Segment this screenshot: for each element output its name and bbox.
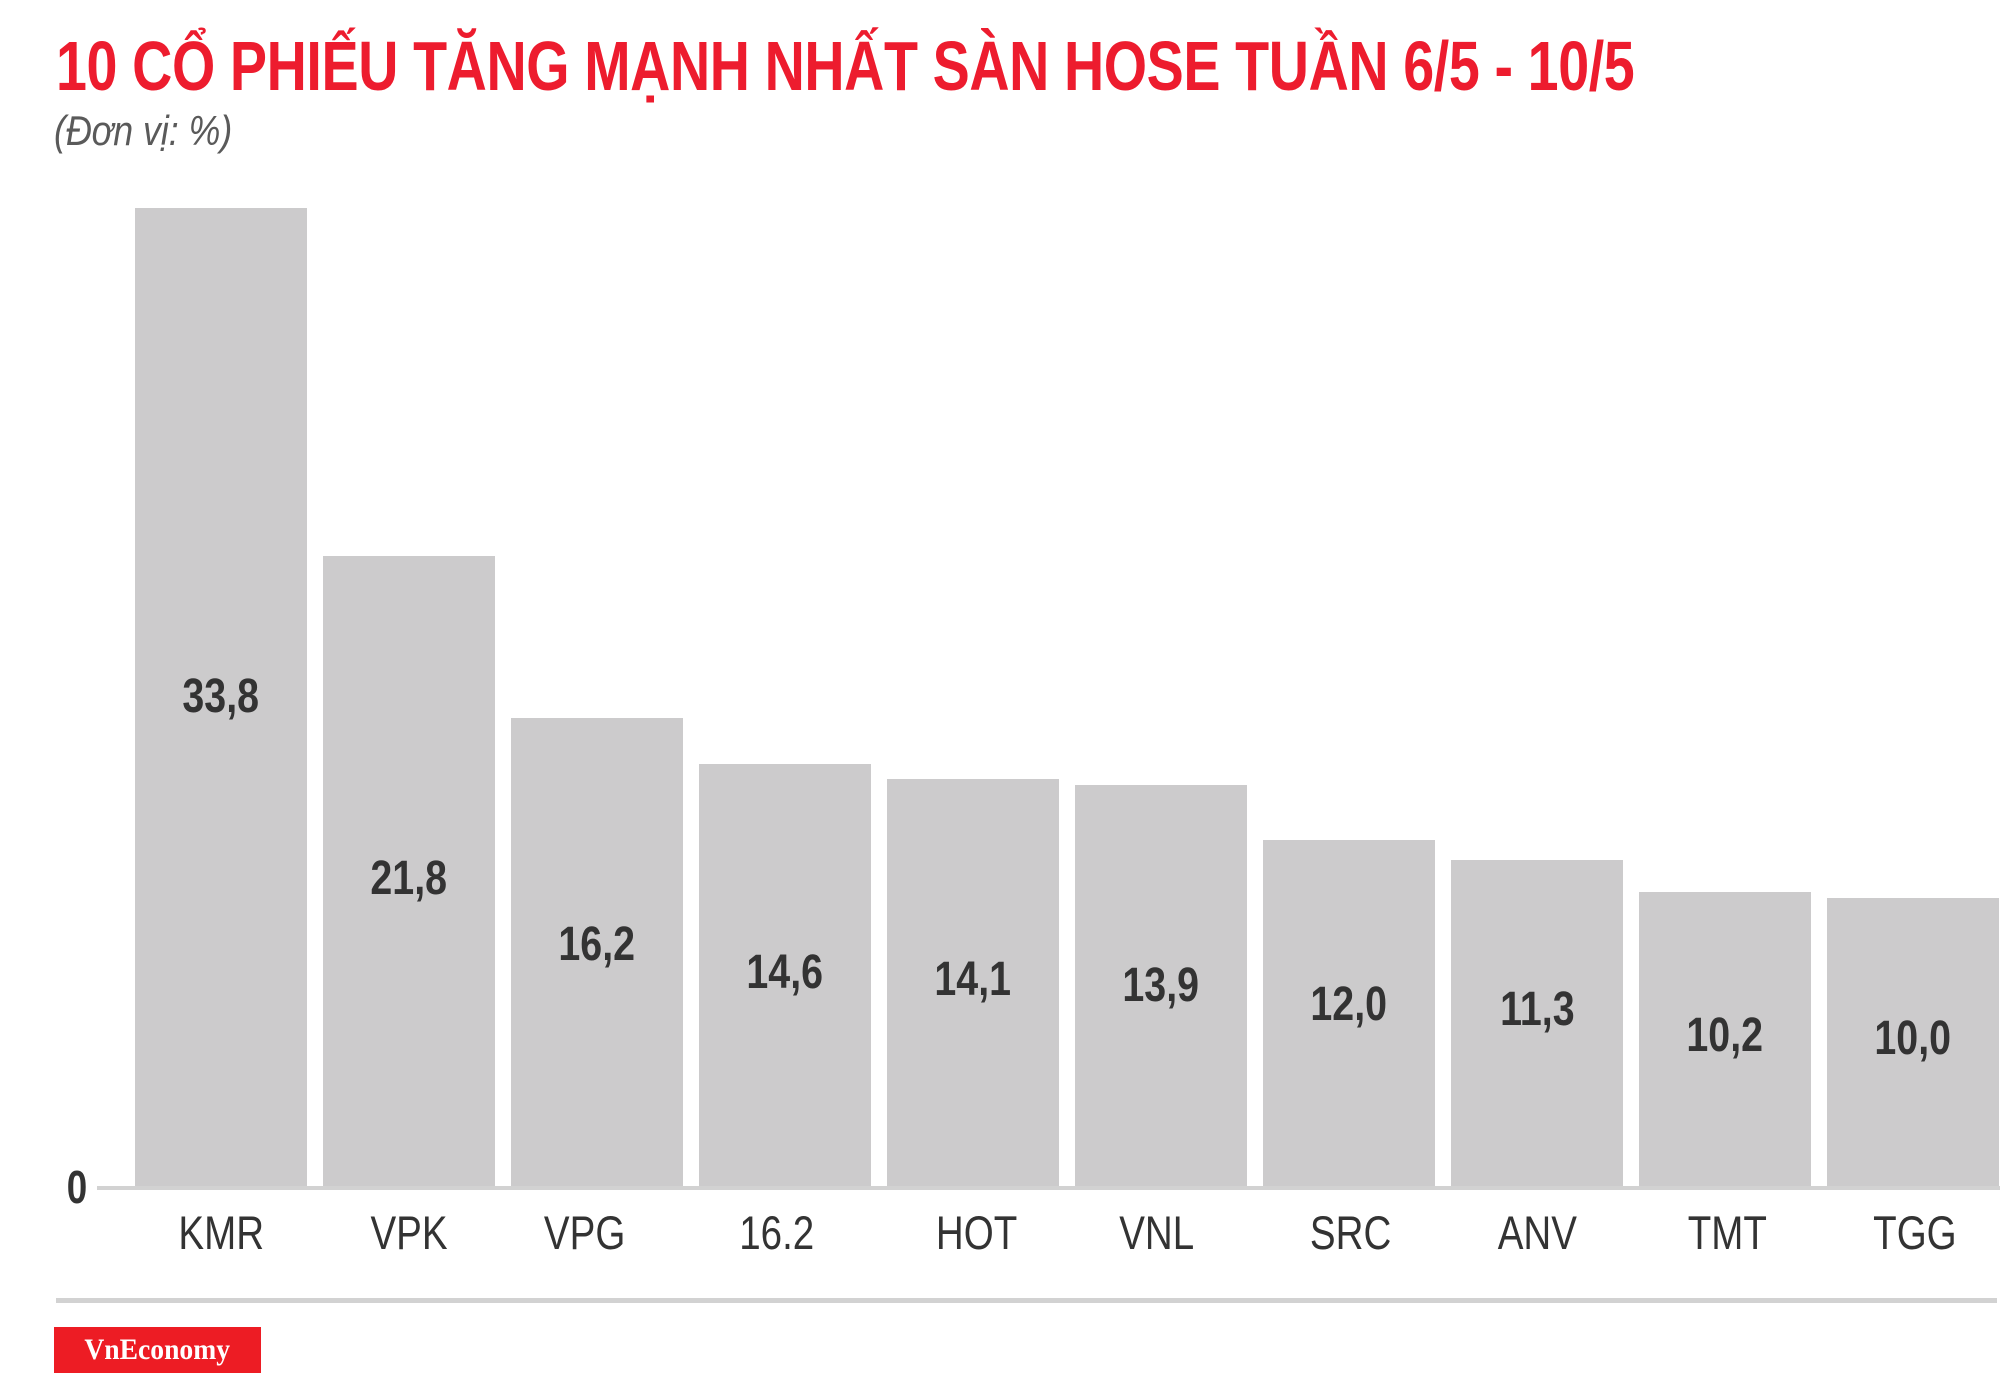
bar-value-label: 14,1 xyxy=(934,953,1012,1006)
category-label-vnl: VNL xyxy=(1119,1206,1195,1259)
category-label-tgg: TGG xyxy=(1873,1206,1957,1259)
bar-value-label: 14,6 xyxy=(746,946,824,999)
bar-anv: 11,3 xyxy=(1451,860,1623,1186)
bar-value-label: 33,8 xyxy=(182,670,260,723)
bar-16-2: 14,6 xyxy=(699,764,871,1186)
bar-vpk: 21,8 xyxy=(323,556,495,1186)
y-axis-zero-label: 0 xyxy=(66,1161,88,1213)
bar-value-label: 13,9 xyxy=(1122,959,1200,1012)
bar-kmr: 33,8 xyxy=(135,208,307,1186)
bar-tmt: 10,2 xyxy=(1639,892,1811,1186)
chart-title: 10 CỔ PHIẾU TĂNG MẠNH NHẤT SÀN HOSE TUẦN… xyxy=(56,27,1635,105)
unit-subtitle: (Đơn vị: %) xyxy=(54,107,233,154)
bar-value-label: 11,3 xyxy=(1499,983,1575,1036)
bar-value-label: 10,0 xyxy=(1874,1012,1952,1065)
bar-value-label: 12,0 xyxy=(1310,978,1388,1031)
bar-vpg: 16,2 xyxy=(511,718,683,1186)
bar-hot: 14,1 xyxy=(887,779,1059,1186)
category-label-src: SRC xyxy=(1310,1206,1392,1259)
category-label-tmt: TMT xyxy=(1687,1206,1767,1259)
footer-divider xyxy=(56,1298,1997,1303)
category-label-vpk: VPK xyxy=(370,1206,448,1259)
category-label-vpg: VPG xyxy=(544,1206,626,1259)
bar-value-label: 21,8 xyxy=(370,852,448,905)
category-label-16-2: 16.2 xyxy=(739,1206,815,1259)
vneconomy-logo: VnEconomy xyxy=(54,1327,261,1373)
bar-vnl: 13,9 xyxy=(1075,785,1247,1186)
bar-value-label: 10,2 xyxy=(1686,1009,1764,1062)
category-label-kmr: KMR xyxy=(178,1206,264,1259)
category-label-anv: ANV xyxy=(1497,1206,1577,1259)
category-label-hot: HOT xyxy=(936,1206,1018,1259)
x-axis-line xyxy=(97,1186,2000,1190)
bar-value-label: 16,2 xyxy=(558,918,636,971)
bar-src: 12,0 xyxy=(1263,840,1435,1186)
bar-tgg: 10,0 xyxy=(1827,898,1999,1186)
